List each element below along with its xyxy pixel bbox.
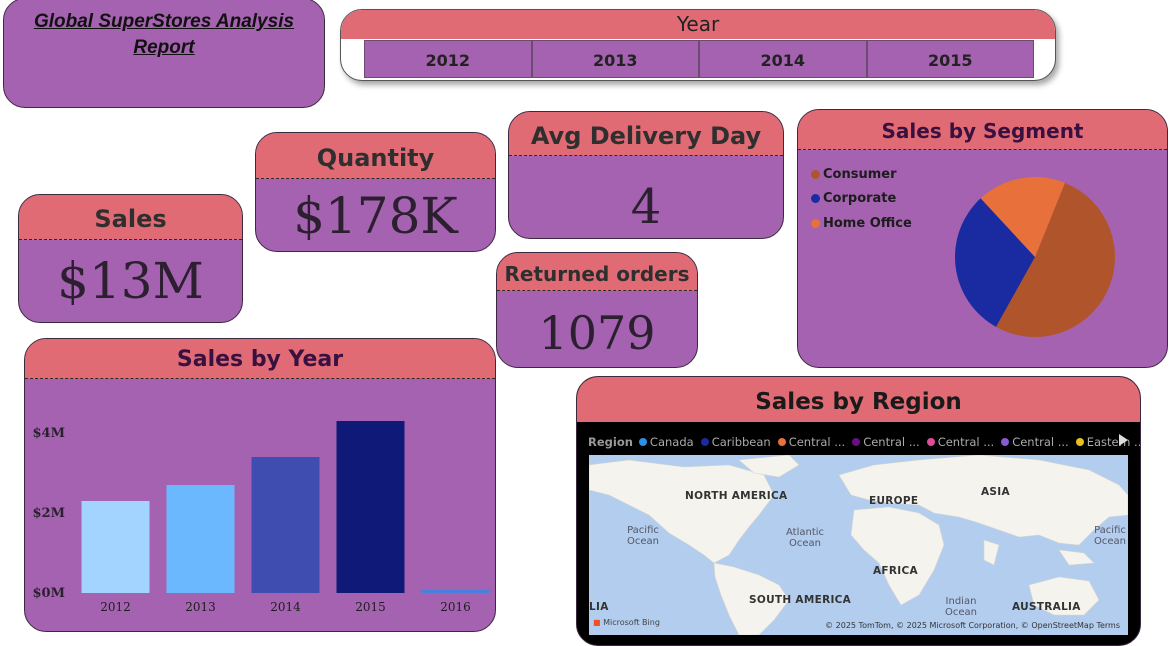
legend-item-home-office[interactable]: Home Office [811,211,912,236]
sales-by-segment-card: Sales by Segment Consumer Corporate Home… [797,109,1168,368]
region-legend-text: Eastern ... [1086,435,1141,449]
region-legend-item[interactable]: Central ... [1001,435,1069,449]
legend-dot [1075,438,1084,446]
legend-item-corporate[interactable]: Corporate [811,187,912,212]
map-attribution[interactable]: © 2025 TomTom, © 2025 Microsoft Corporat… [825,621,1120,630]
bing-logo-text: Microsoft Bing [603,618,660,627]
x-tick-label: 2016 [440,600,471,614]
sales-kpi-label: Sales [19,195,242,240]
map-label-asia: ASIA [981,486,1010,498]
legend-dot [852,438,861,446]
year-slicer-title: Year [341,10,1055,39]
returned-orders-kpi-label: Returned orders [497,253,697,291]
y-tick-label: $2M [33,506,65,521]
bar-2013[interactable] [166,485,235,593]
x-tick-label: 2015 [355,600,386,614]
legend-dot-corporate [811,194,820,204]
pie-slice-consumer[interactable] [995,182,1115,337]
segment-pie-chart[interactable] [943,165,1143,365]
region-legend-label: Region [588,435,633,449]
avg-delivery-kpi-label: Avg Delivery Day [509,112,783,156]
region-legend-item[interactable]: Canada [638,435,694,449]
legend-dot [700,438,709,446]
map-label-africa: AFRICA [873,565,918,577]
year-button-2015[interactable]: 2015 [866,40,1034,78]
region-legend-item[interactable]: Caribbean [700,435,771,449]
quantity-kpi-label: Quantity [256,133,495,179]
report-title-line1: Global SuperStores Analysis [33,11,295,32]
region-legend-item[interactable]: Central ... [926,435,995,449]
legend-label-corporate: Corporate [823,191,897,207]
legend-next-icon[interactable] [1119,434,1128,446]
region-legend: Region Canada Caribbean Central ... Cent… [588,435,1141,449]
map-label-edge: LIA [589,601,609,613]
map-label-europe: EUROPE [869,495,919,507]
pie-slice-home-office[interactable] [980,177,1065,257]
bar-2016[interactable] [421,590,490,593]
world-map-land [589,455,1128,635]
sales-by-year-card: Sales by Year $0M $2M $4M 2012 2013 2014 2015 2… [24,338,496,632]
region-legend-text: Central ... [863,435,920,449]
quantity-kpi-value: $178K [293,187,458,245]
year-button-2014[interactable]: 2014 [699,40,867,78]
avg-delivery-kpi-value: 4 [630,179,662,235]
bar-2012[interactable] [81,501,150,593]
year-button-2012[interactable]: 2012 [364,40,532,78]
x-tick-label: 2013 [185,600,216,614]
sales-kpi-card: Sales $13M [18,194,243,323]
map-label-pacific-ocean-right: Pacific Ocean [1094,525,1126,547]
returned-orders-kpi-card: Returned orders 1079 [496,252,698,368]
region-legend-item[interactable]: Central ... [777,435,846,449]
avg-delivery-kpi-card: Avg Delivery Day 4 [508,111,784,239]
map-label-south-america: SOUTH AMERICA [749,594,852,606]
map-label-australia: AUSTRALIA [1012,601,1081,613]
x-tick-label: 2012 [100,600,131,614]
region-map[interactable]: NORTH AMERICA EUROPE ASIA AFRICA SOUTH A… [589,455,1128,635]
region-legend-text: Central ... [937,435,995,449]
sales-by-region-card: Sales by Region Region Canada Caribbean … [576,376,1141,646]
bar-2015[interactable] [336,421,405,593]
region-legend-item[interactable]: Eastern ... [1075,435,1141,449]
map-label-north-america: NORTH AMERICA [685,490,788,502]
sales-by-year-bar-chart[interactable]: $0M $2M $4M 2012 2013 2014 2015 2016 [25,379,496,632]
y-tick-label: $4M [33,426,65,441]
year-slicer-buttons: 2012 2013 2014 2015 [364,40,1034,78]
map-label-pacific-ocean: Pacific Ocean [627,525,659,547]
legend-dot-home-office [811,218,820,228]
quantity-kpi-card: Quantity $178K [255,132,496,252]
legend-dot [1001,438,1010,446]
returned-orders-kpi-value: 1079 [538,306,656,360]
pie-slice-corporate[interactable] [955,198,1035,327]
bar-2014[interactable] [251,457,320,593]
bing-logo: ■ Microsoft Bing [593,618,660,627]
sales-by-year-title: Sales by Year [25,339,495,379]
segment-legend: Consumer Corporate Home Office [811,162,912,236]
sales-by-region-title: Sales by Region [577,377,1140,422]
report-title-line2: Report [133,37,195,58]
region-legend-item[interactable]: Central ... [852,435,920,449]
sales-by-segment-title: Sales by Segment [798,110,1167,150]
year-button-2013[interactable]: 2013 [531,40,699,78]
region-legend-text: Canada [649,435,694,449]
region-legend-text: Central ... [788,435,846,449]
sales-kpi-value: $13M [57,252,204,310]
year-slicer: Year 2012 2013 2014 2015 [340,9,1056,81]
x-tick-label: 2014 [270,600,301,614]
report-title-card: Global SuperStores Analysis Report [3,0,325,108]
legend-dot [926,438,935,446]
region-legend-text: Central ... [1012,435,1069,449]
legend-label-consumer: Consumer [823,166,897,182]
map-label-atlantic-ocean: Atlantic Ocean [785,527,825,549]
legend-dot-consumer [811,169,820,179]
map-label-indian-ocean: Indian Ocean [945,596,977,618]
y-tick-label: $0M [33,586,65,601]
region-legend-text: Caribbean [711,435,771,449]
legend-item-consumer[interactable]: Consumer [811,162,912,187]
legend-label-home-office: Home Office [823,215,912,231]
legend-dot [777,438,786,446]
legend-dot [638,438,647,446]
